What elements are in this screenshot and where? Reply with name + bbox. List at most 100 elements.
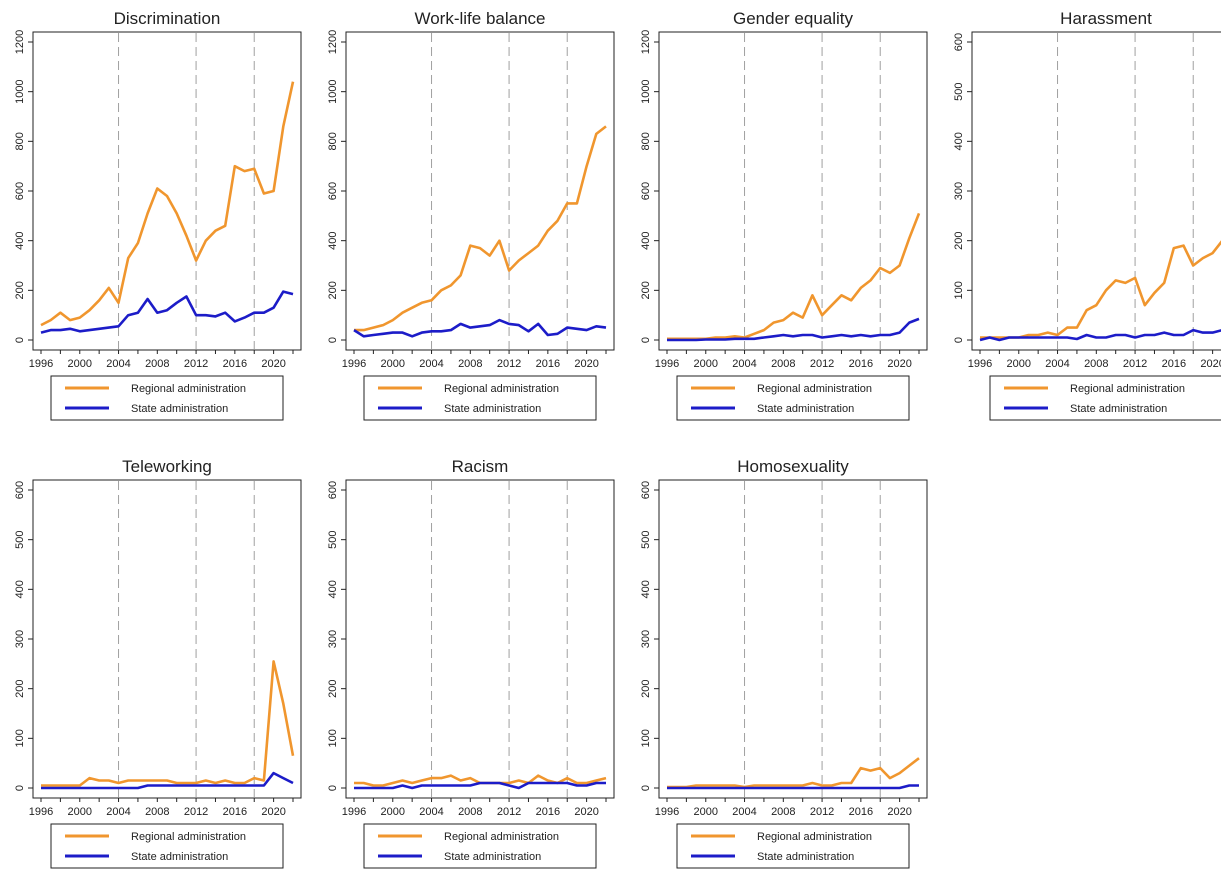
series-line-regional: [667, 212, 921, 341]
chart-panel-5: Teleworking 0 100 200 300 400 500 600 1996 2000 20…: [14, 457, 302, 869]
x-tick-label: 2016: [536, 806, 560, 818]
x-tick-label: 2000: [68, 806, 92, 818]
x-tick-label: 2020: [887, 806, 911, 818]
legend-label: Regional administration: [444, 831, 559, 843]
x-tick-label: 1996: [968, 358, 992, 370]
x-tick-label: 2000: [381, 358, 405, 370]
legend-label: State administration: [757, 403, 854, 415]
x-tick-label: 2016: [536, 358, 560, 370]
y-tick-label: 400: [14, 231, 26, 249]
series-line-regional: [41, 660, 295, 787]
y-tick-label: 600: [14, 182, 26, 200]
x-tick-label: 2020: [887, 358, 911, 370]
legend: Regional administration State administrat…: [676, 375, 910, 421]
y-tick-label: 200: [327, 281, 339, 299]
y-tick-label: 600: [327, 481, 339, 499]
chart-title: Racism: [452, 457, 509, 476]
y-tick-label: 600: [640, 182, 652, 200]
y-tick-label: 0: [327, 337, 339, 343]
x-tick-label: 2020: [1200, 358, 1221, 370]
plot-frame: [971, 31, 1221, 351]
chart-panel-2: Work-life balance 0 200 400 600 800 1000 1200 19…: [327, 9, 615, 421]
series-line-state: [41, 771, 294, 790]
x-tick-label: 2016: [223, 806, 247, 818]
x-tick-label: 1996: [342, 358, 366, 370]
legend: Regional administration State administrat…: [50, 823, 284, 869]
x-tick-label: 2012: [497, 806, 521, 818]
x-tick-label: 2016: [849, 358, 873, 370]
x-tick-label: 2004: [419, 806, 443, 818]
y-tick-label: 400: [327, 580, 339, 598]
x-tick-label: 2008: [458, 358, 482, 370]
legend-label: Regional administration: [757, 831, 872, 843]
chart-title: Harassment: [1060, 9, 1152, 28]
x-tick-label: 2016: [1162, 358, 1186, 370]
x-tick-label: 2012: [810, 358, 834, 370]
y-tick-label: 1000: [327, 79, 339, 103]
y-tick-label: 0: [953, 337, 965, 343]
x-tick-label: 2008: [145, 806, 169, 818]
y-tick-label: 200: [14, 679, 26, 697]
chart-panel-4: Harassment 0 100 200 300 400 500 600 1996 2000 200…: [953, 9, 1221, 421]
x-tick-label: 2000: [694, 806, 718, 818]
x-tick-label: 2004: [732, 358, 756, 370]
x-tick-label: 2016: [223, 358, 247, 370]
x-tick-label: 2012: [810, 806, 834, 818]
plot-frame: [658, 479, 928, 799]
x-tick-label: 1996: [655, 358, 679, 370]
legend-box: [989, 375, 1221, 421]
plot-frame: [32, 31, 302, 351]
y-tick-label: 600: [953, 33, 965, 51]
x-tick-label: 2008: [145, 358, 169, 370]
x-tick-label: 2008: [458, 806, 482, 818]
plot-frame: [345, 31, 615, 351]
y-tick-label: 400: [640, 580, 652, 598]
y-tick-label: 300: [640, 630, 652, 648]
y-tick-label: 800: [327, 132, 339, 150]
x-tick-label: 2008: [771, 806, 795, 818]
series-line-regional: [40, 81, 295, 327]
chart-title: Homosexuality: [737, 457, 849, 476]
x-tick-label: 1996: [655, 806, 679, 818]
series-line-state: [667, 784, 919, 790]
chart-panel-3: Gender equality 0 200 400 600 800 1000 1200 1996…: [640, 9, 928, 421]
y-tick-label: 200: [640, 679, 652, 697]
y-tick-label: 1000: [14, 79, 26, 103]
y-tick-label: 100: [640, 729, 652, 747]
y-tick-label: 200: [953, 231, 965, 249]
x-tick-label: 2000: [1007, 358, 1031, 370]
y-tick-label: 0: [640, 337, 652, 343]
legend-label: State administration: [757, 851, 854, 863]
y-tick-label: 400: [327, 231, 339, 249]
x-tick-label: 2004: [732, 806, 756, 818]
y-tick-label: 0: [14, 785, 26, 791]
x-tick-label: 2012: [184, 806, 208, 818]
series-line-regional: [667, 757, 920, 789]
series-line-regional: [980, 240, 1221, 339]
series-line-state: [667, 317, 920, 342]
x-tick-label: 2004: [106, 358, 130, 370]
legend: Regional administration State administrat…: [676, 823, 910, 869]
plot-frame: [658, 31, 928, 351]
series-line-state: [353, 318, 607, 338]
y-tick-label: 600: [14, 481, 26, 499]
y-tick-label: 200: [14, 281, 26, 299]
legend-box: [676, 375, 910, 421]
y-tick-label: 400: [14, 580, 26, 598]
legend-label: State administration: [131, 851, 228, 863]
x-tick-label: 2004: [419, 358, 443, 370]
x-tick-label: 2008: [771, 358, 795, 370]
y-tick-label: 300: [327, 630, 339, 648]
x-tick-label: 2004: [1045, 358, 1069, 370]
legend: Regional administration State administrat…: [50, 375, 284, 421]
y-tick-label: 200: [327, 679, 339, 697]
y-tick-label: 0: [327, 785, 339, 791]
series-line-state: [979, 328, 1221, 342]
series-line-regional: [354, 125, 607, 332]
y-tick-label: 1200: [327, 30, 339, 54]
y-tick-label: 100: [953, 281, 965, 299]
y-tick-label: 0: [14, 337, 26, 343]
y-tick-label: 500: [14, 530, 26, 548]
y-tick-label: 200: [640, 281, 652, 299]
